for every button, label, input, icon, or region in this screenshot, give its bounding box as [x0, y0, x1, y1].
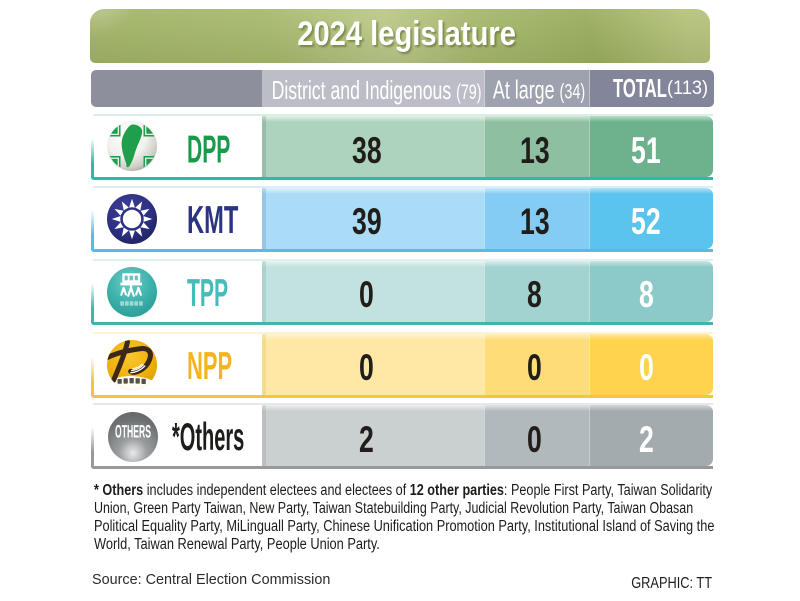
svg-text:OTHERS: OTHERS [115, 422, 151, 442]
